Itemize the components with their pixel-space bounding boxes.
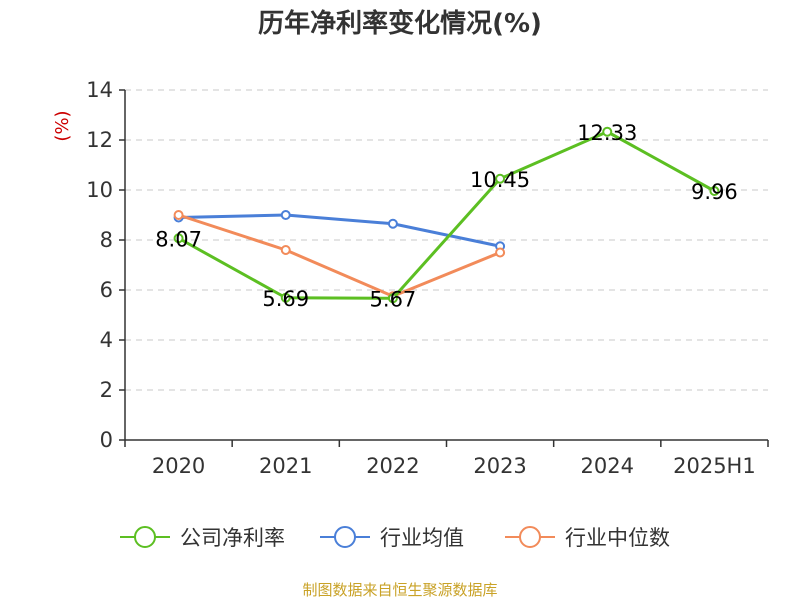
x-tick-label: 2021 bbox=[259, 454, 312, 478]
data-point[interactable] bbox=[280, 292, 291, 303]
y-tick-label: 6 bbox=[100, 278, 113, 302]
data-label: 5.67 bbox=[370, 287, 417, 311]
legend[interactable]: 公司净利率 行业均值 行业中位数 bbox=[120, 526, 670, 550]
legend-item[interactable]: 行业均值 bbox=[320, 526, 464, 550]
data-point[interactable] bbox=[387, 218, 398, 229]
legend-marker bbox=[519, 526, 541, 548]
y-tick-label: 12 bbox=[86, 128, 113, 152]
x-tick-label: 2020 bbox=[152, 454, 205, 478]
y-tick-label: 0 bbox=[100, 428, 113, 452]
y-tick-label: 14 bbox=[86, 78, 113, 102]
data-point[interactable] bbox=[495, 247, 506, 258]
data-point[interactable] bbox=[495, 173, 506, 184]
series-line bbox=[178, 213, 501, 298]
y-tick-label: 8 bbox=[100, 228, 113, 252]
legend-item[interactable]: 行业中位数 bbox=[505, 526, 670, 550]
data-label: 10.45 bbox=[470, 168, 530, 192]
legend-marker bbox=[334, 526, 356, 548]
data-point[interactable] bbox=[387, 293, 398, 304]
y-tick-label: 2 bbox=[100, 378, 113, 402]
y-axis-title: (%) bbox=[52, 110, 73, 141]
data-label: 5.69 bbox=[262, 287, 309, 311]
x-tick-label: 2024 bbox=[581, 454, 634, 478]
legend-label: 行业中位数 bbox=[565, 526, 670, 550]
axes: 0 2 4 6 8 10 12 14 2020 2021 2022 2023 2024 2025H1 bbox=[86, 78, 769, 478]
data-label: 12.33 bbox=[577, 121, 637, 145]
legend-label: 行业均值 bbox=[380, 526, 464, 550]
data-label: 9.96 bbox=[691, 180, 738, 204]
legend-item[interactable]: 公司净利率 bbox=[120, 526, 285, 550]
data-point[interactable] bbox=[709, 186, 720, 196]
series-line bbox=[177, 130, 716, 300]
x-tick-label: 2025H1 bbox=[673, 454, 756, 478]
data-labels: 8.07 5.69 5.67 10.45 12.33 9.96 bbox=[155, 121, 738, 312]
chart-title: 历年净利率变化情况(%) bbox=[258, 8, 542, 39]
y-tick-label: 10 bbox=[86, 178, 113, 202]
series-lines bbox=[173, 126, 720, 304]
data-label: 8.07 bbox=[155, 227, 202, 251]
x-tick-label: 2022 bbox=[366, 454, 419, 478]
data-point[interactable] bbox=[602, 126, 613, 137]
data-point[interactable] bbox=[173, 210, 184, 220]
series-line bbox=[178, 213, 501, 248]
data-point[interactable] bbox=[280, 245, 291, 255]
data-point[interactable] bbox=[280, 210, 291, 220]
source-note: 制图数据来自恒生聚源数据库 bbox=[302, 581, 497, 599]
x-tick-label: 2023 bbox=[473, 454, 526, 478]
data-point[interactable] bbox=[173, 233, 184, 244]
y-tick-label: 4 bbox=[100, 328, 113, 352]
legend-marker bbox=[134, 526, 156, 548]
legend-label: 公司净利率 bbox=[180, 526, 285, 550]
